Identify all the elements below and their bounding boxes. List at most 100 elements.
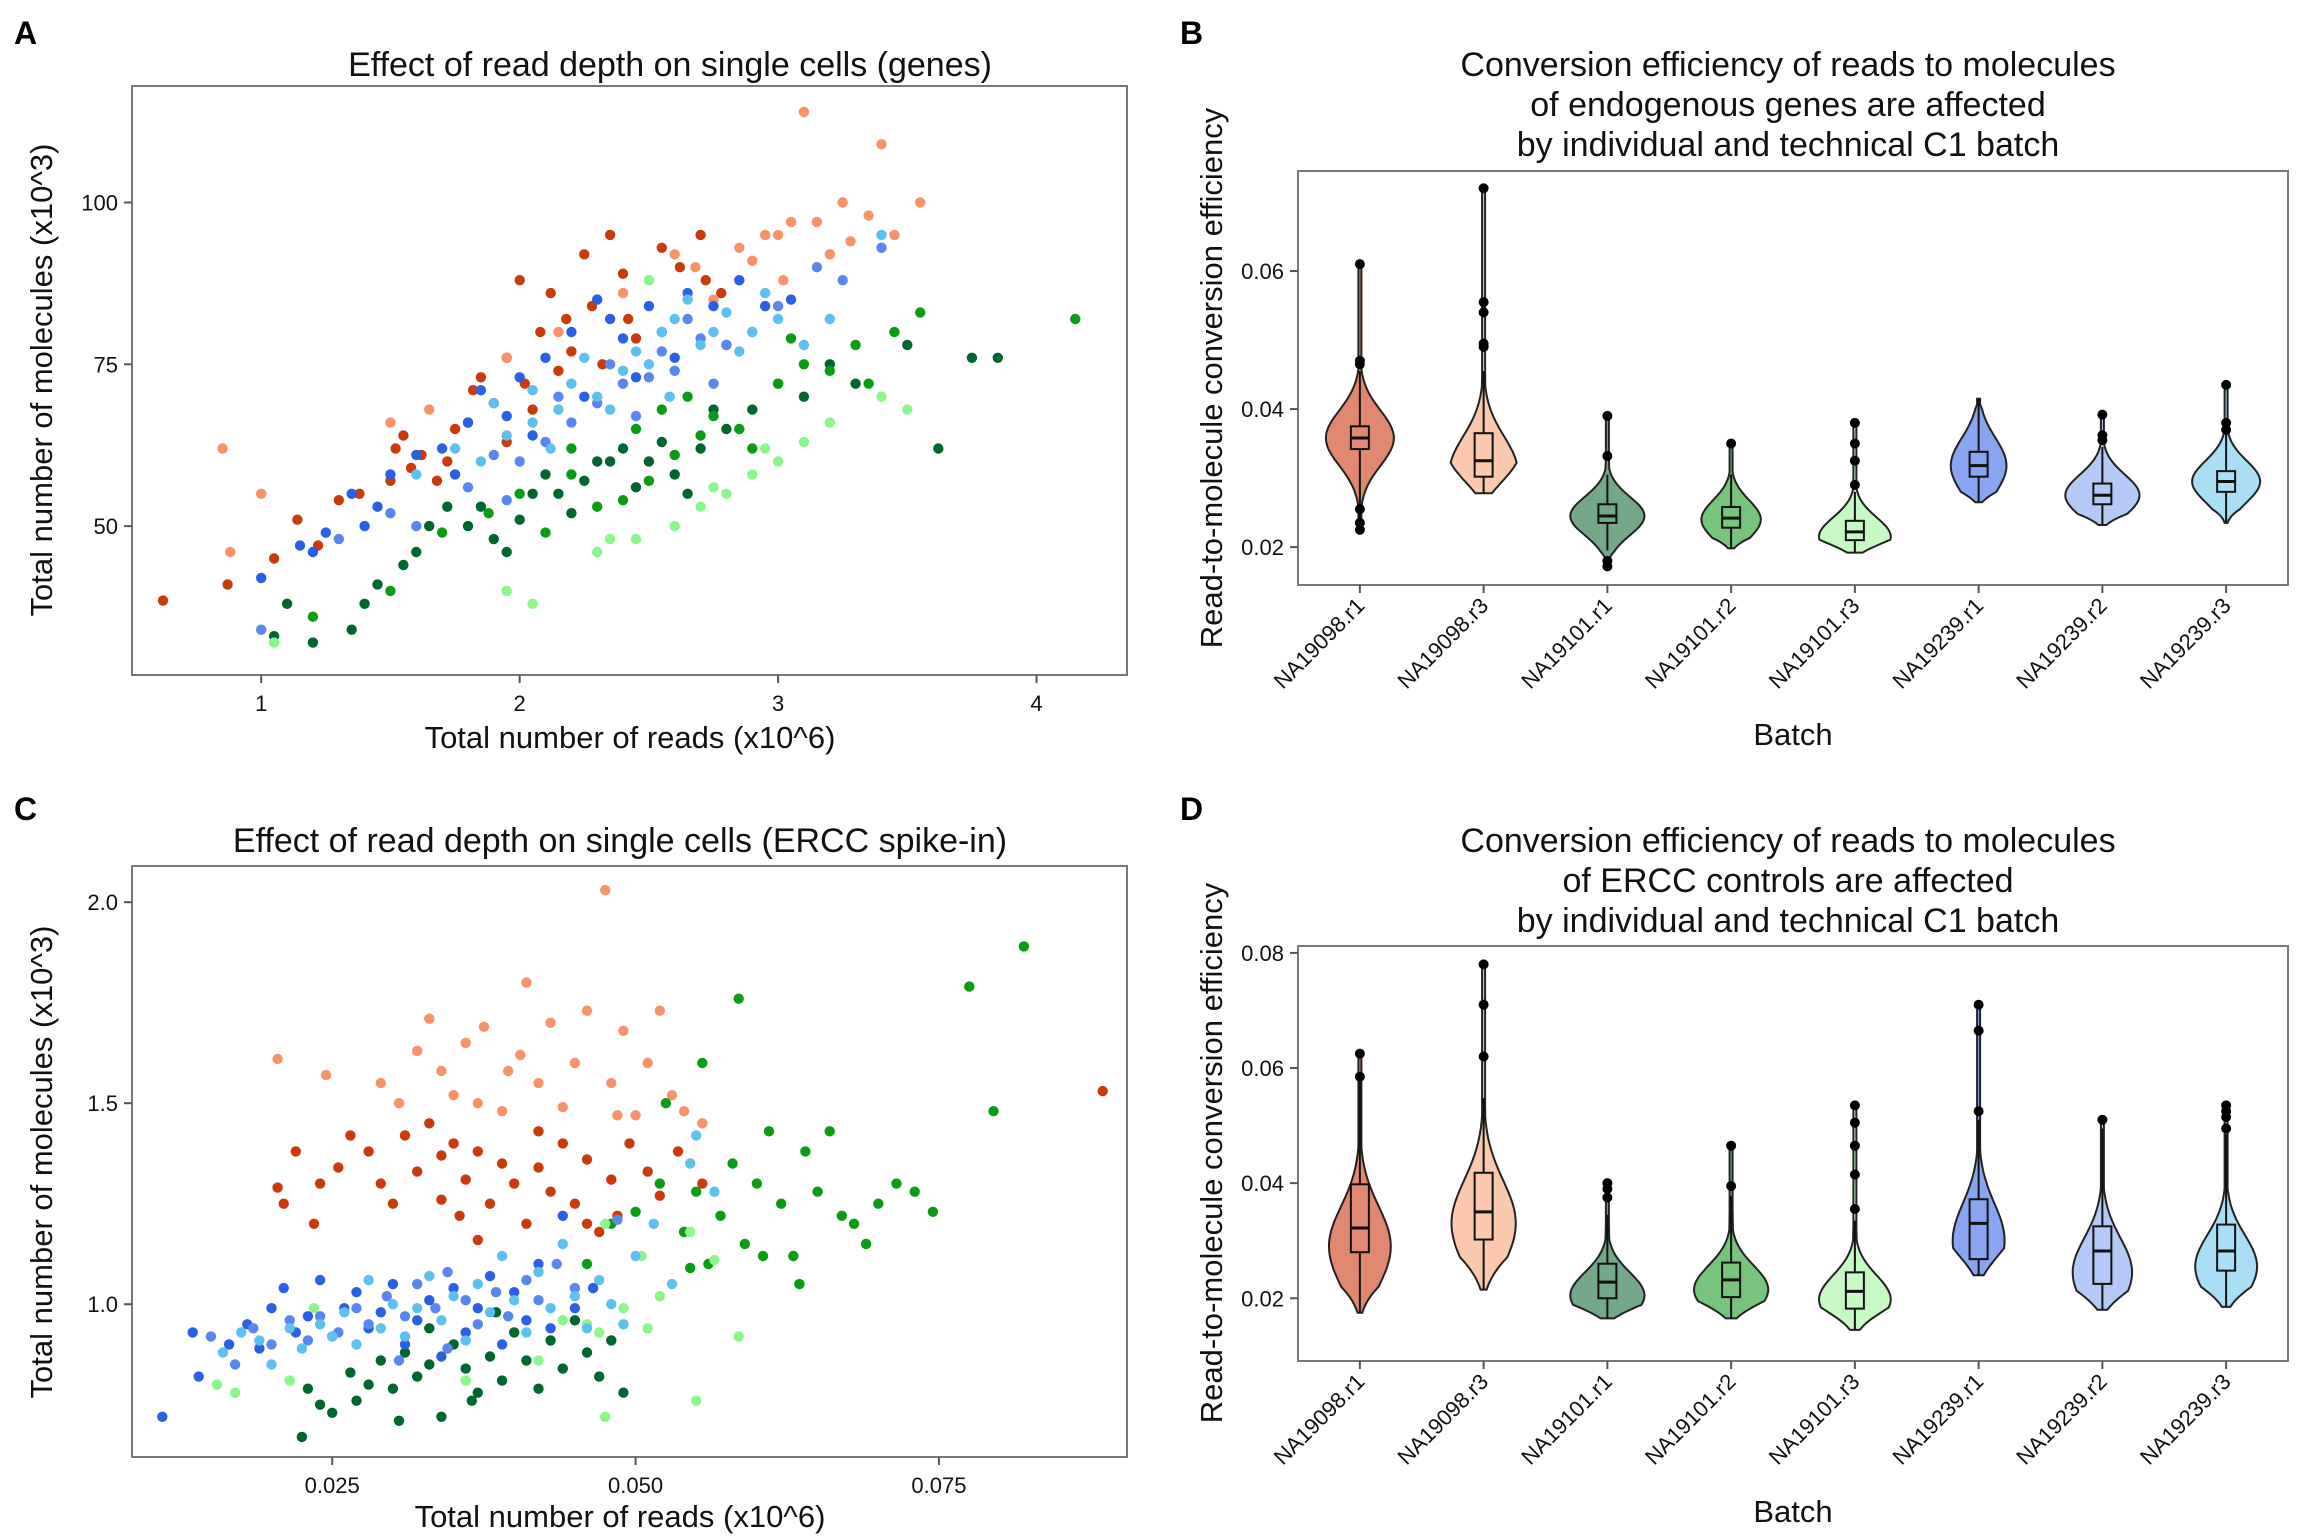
scatter-point bbox=[478, 1021, 490, 1032]
y-tick-label: 0.08 bbox=[1241, 941, 1284, 966]
y-tick-label: 0.04 bbox=[1241, 1171, 1284, 1196]
panel-b-x-title: Batch bbox=[1753, 717, 1832, 752]
panel-label-b: B bbox=[1180, 15, 1203, 51]
scatter-point bbox=[889, 326, 900, 338]
scatter-point bbox=[345, 1367, 356, 1378]
scatter-point bbox=[545, 1017, 556, 1028]
scatter-point bbox=[217, 443, 228, 454]
panel-d-x-title: Batch bbox=[1753, 1494, 1832, 1529]
scatter-point bbox=[521, 1327, 532, 1338]
scatter-point bbox=[592, 501, 603, 512]
scatter-point bbox=[656, 436, 667, 448]
scatter-point bbox=[581, 1154, 593, 1165]
scatter-point bbox=[503, 1311, 514, 1322]
scatter-point bbox=[933, 443, 944, 454]
scatter-point bbox=[272, 1182, 283, 1193]
scatter-point bbox=[721, 307, 732, 318]
scatter-point bbox=[296, 1431, 308, 1443]
scatter-point bbox=[387, 1299, 399, 1310]
scatter-point bbox=[654, 1178, 665, 1189]
scatter-point bbox=[669, 449, 680, 461]
violin-outlier bbox=[1849, 417, 1860, 428]
scatter-point bbox=[533, 1258, 544, 1270]
violin-body bbox=[1817, 1104, 1892, 1331]
scatter-point bbox=[442, 456, 453, 467]
scatter-point bbox=[424, 1013, 435, 1024]
scatter-point bbox=[527, 404, 538, 415]
scatter-point bbox=[545, 1303, 556, 1314]
scatter-point bbox=[643, 300, 655, 312]
scatter-point bbox=[785, 294, 797, 305]
scatter-point bbox=[442, 501, 453, 512]
scatter-point bbox=[553, 365, 564, 376]
violin-outlier bbox=[1973, 1025, 1984, 1036]
scatter-point bbox=[763, 1126, 775, 1137]
scatter-point bbox=[496, 1375, 508, 1386]
scatter-point bbox=[307, 611, 319, 622]
scatter-point bbox=[695, 430, 706, 441]
scatter-point bbox=[385, 469, 396, 480]
panel-b-y-axis: 0.02 0.04 0.06 bbox=[1241, 259, 1298, 560]
scatter-point bbox=[889, 229, 900, 241]
x-tick-label: 0.050 bbox=[608, 1473, 663, 1498]
scatter-point bbox=[449, 443, 461, 454]
scatter-point bbox=[581, 1323, 593, 1334]
scatter-point bbox=[514, 488, 525, 499]
scatter-point bbox=[606, 1077, 617, 1089]
scatter-point bbox=[284, 1323, 295, 1334]
scatter-point bbox=[734, 346, 745, 357]
scatter-point bbox=[666, 1090, 678, 1101]
scatter-point bbox=[606, 1174, 617, 1185]
scatter-point bbox=[501, 495, 512, 506]
scatter-point bbox=[612, 1110, 623, 1121]
violin-box bbox=[1473, 432, 1494, 478]
scatter-point bbox=[873, 1198, 884, 1209]
scatter-point bbox=[431, 475, 443, 486]
scatter-point bbox=[375, 1307, 386, 1318]
scatter-point bbox=[436, 527, 448, 538]
y-tick-label: 50 bbox=[94, 514, 118, 539]
panel-d-y-axis: 0.02 0.04 0.06 0.08 bbox=[1241, 941, 1298, 1311]
scatter-point bbox=[472, 1319, 483, 1330]
scatter-point bbox=[674, 262, 686, 273]
x-tick-label: 0.075 bbox=[911, 1473, 966, 1498]
violin-outlier bbox=[2097, 430, 2108, 441]
scatter-point bbox=[587, 1282, 599, 1294]
violin-box bbox=[1968, 1198, 1989, 1261]
scatter-point bbox=[157, 595, 169, 606]
scatter-point bbox=[709, 1186, 720, 1197]
scatter-point bbox=[339, 1307, 350, 1318]
scatter-point bbox=[566, 508, 577, 519]
scatter-point bbox=[462, 520, 474, 532]
scatter-point bbox=[630, 333, 642, 344]
scatter-point bbox=[292, 514, 303, 525]
x-tick-label: 1 bbox=[255, 691, 267, 716]
scatter-point bbox=[475, 372, 487, 383]
scatter-point bbox=[533, 1383, 544, 1394]
scatter-point bbox=[876, 391, 887, 402]
scatter-point bbox=[581, 1258, 593, 1270]
scatter-point bbox=[359, 520, 370, 532]
scatter-point bbox=[798, 106, 810, 118]
scatter-point bbox=[604, 229, 616, 241]
violin-outlier bbox=[1354, 517, 1365, 528]
scatter-point bbox=[604, 456, 616, 467]
scatter-point bbox=[612, 1214, 623, 1226]
panel-c-x-title: Total number of reads (x10^6) bbox=[415, 1499, 826, 1534]
scatter-point bbox=[460, 1335, 471, 1346]
scatter-point bbox=[824, 249, 835, 260]
panel-label-c: C bbox=[14, 791, 37, 827]
panel-d: D Conversion efficiency of reads to mole… bbox=[1180, 791, 2289, 1529]
scatter-point bbox=[592, 456, 603, 467]
scatter-point bbox=[363, 1379, 374, 1390]
scatter-point bbox=[475, 501, 487, 512]
scatter-point bbox=[836, 1210, 847, 1222]
scatter-point bbox=[672, 1146, 684, 1157]
scatter-point bbox=[314, 1274, 326, 1286]
scatter-point bbox=[643, 359, 655, 370]
scatter-point bbox=[617, 333, 629, 344]
scatter-point bbox=[503, 1065, 514, 1077]
scatter-point bbox=[682, 313, 693, 325]
scatter-point bbox=[800, 1146, 811, 1157]
